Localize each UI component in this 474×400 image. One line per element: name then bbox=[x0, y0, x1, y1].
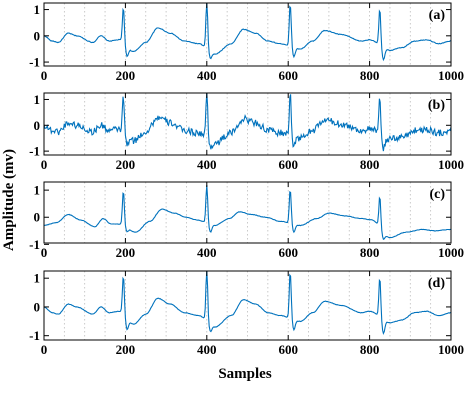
y-tick-label: -1 bbox=[29, 328, 40, 343]
ecg-signal-line bbox=[43, 92, 452, 152]
x-tick-label: 400 bbox=[197, 342, 217, 357]
panel-label: (b) bbox=[428, 98, 445, 113]
x-tick-label: 800 bbox=[360, 245, 380, 260]
x-tick-label: 600 bbox=[278, 245, 298, 260]
x-axis-label: Samples bbox=[218, 366, 272, 382]
x-tick-label: 400 bbox=[197, 68, 217, 83]
x-tick-label: 0 bbox=[41, 245, 48, 260]
x-tick-label: 800 bbox=[360, 157, 380, 172]
x-tick-label: 1000 bbox=[438, 342, 464, 357]
y-tick-label: 0 bbox=[34, 299, 41, 314]
x-tick-label: 0 bbox=[41, 342, 48, 357]
x-tick-label: 400 bbox=[197, 157, 217, 172]
panel-frame bbox=[43, 2, 452, 67]
y-tick-label: -1 bbox=[29, 237, 40, 252]
y-axis-label: Amplitude (mv) bbox=[1, 149, 17, 251]
x-tick-label: 1000 bbox=[438, 68, 464, 83]
ecg-signal-line bbox=[43, 184, 452, 240]
x-tick-label: 800 bbox=[360, 342, 380, 357]
panel-frame bbox=[43, 270, 452, 341]
panel-frame bbox=[43, 92, 452, 156]
panel-label: (a) bbox=[429, 8, 446, 23]
x-tick-label: 0 bbox=[41, 68, 48, 83]
x-tick-label: 0 bbox=[41, 157, 48, 172]
y-tick-label: -1 bbox=[29, 144, 40, 159]
x-tick-label: 600 bbox=[278, 68, 298, 83]
x-tick-label: 600 bbox=[278, 342, 298, 357]
x-tick-label: 1000 bbox=[438, 157, 464, 172]
y-tick-label: 1 bbox=[34, 183, 41, 198]
y-tick-label: 0 bbox=[34, 210, 41, 225]
y-tick-label: 0 bbox=[34, 118, 41, 133]
ecg-signal-line bbox=[43, 270, 452, 335]
x-tick-label: 200 bbox=[116, 68, 136, 83]
y-tick-label: 0 bbox=[34, 28, 41, 43]
x-tick-label: 800 bbox=[360, 68, 380, 83]
y-tick-label: -1 bbox=[29, 55, 40, 70]
y-tick-label: 1 bbox=[34, 271, 41, 286]
panel-label: (c) bbox=[429, 187, 445, 202]
panel-label: (d) bbox=[428, 276, 445, 291]
x-tick-label: 200 bbox=[116, 157, 136, 172]
x-tick-label: 400 bbox=[197, 245, 217, 260]
x-tick-label: 200 bbox=[116, 245, 136, 260]
ecg-signal-line bbox=[43, 2, 451, 62]
x-tick-label: 1000 bbox=[438, 245, 464, 260]
y-tick-label: 1 bbox=[34, 92, 41, 107]
x-tick-label: 200 bbox=[116, 342, 136, 357]
y-tick-label: 1 bbox=[34, 2, 41, 17]
panel-frame bbox=[43, 181, 452, 244]
x-tick-label: 600 bbox=[278, 157, 298, 172]
